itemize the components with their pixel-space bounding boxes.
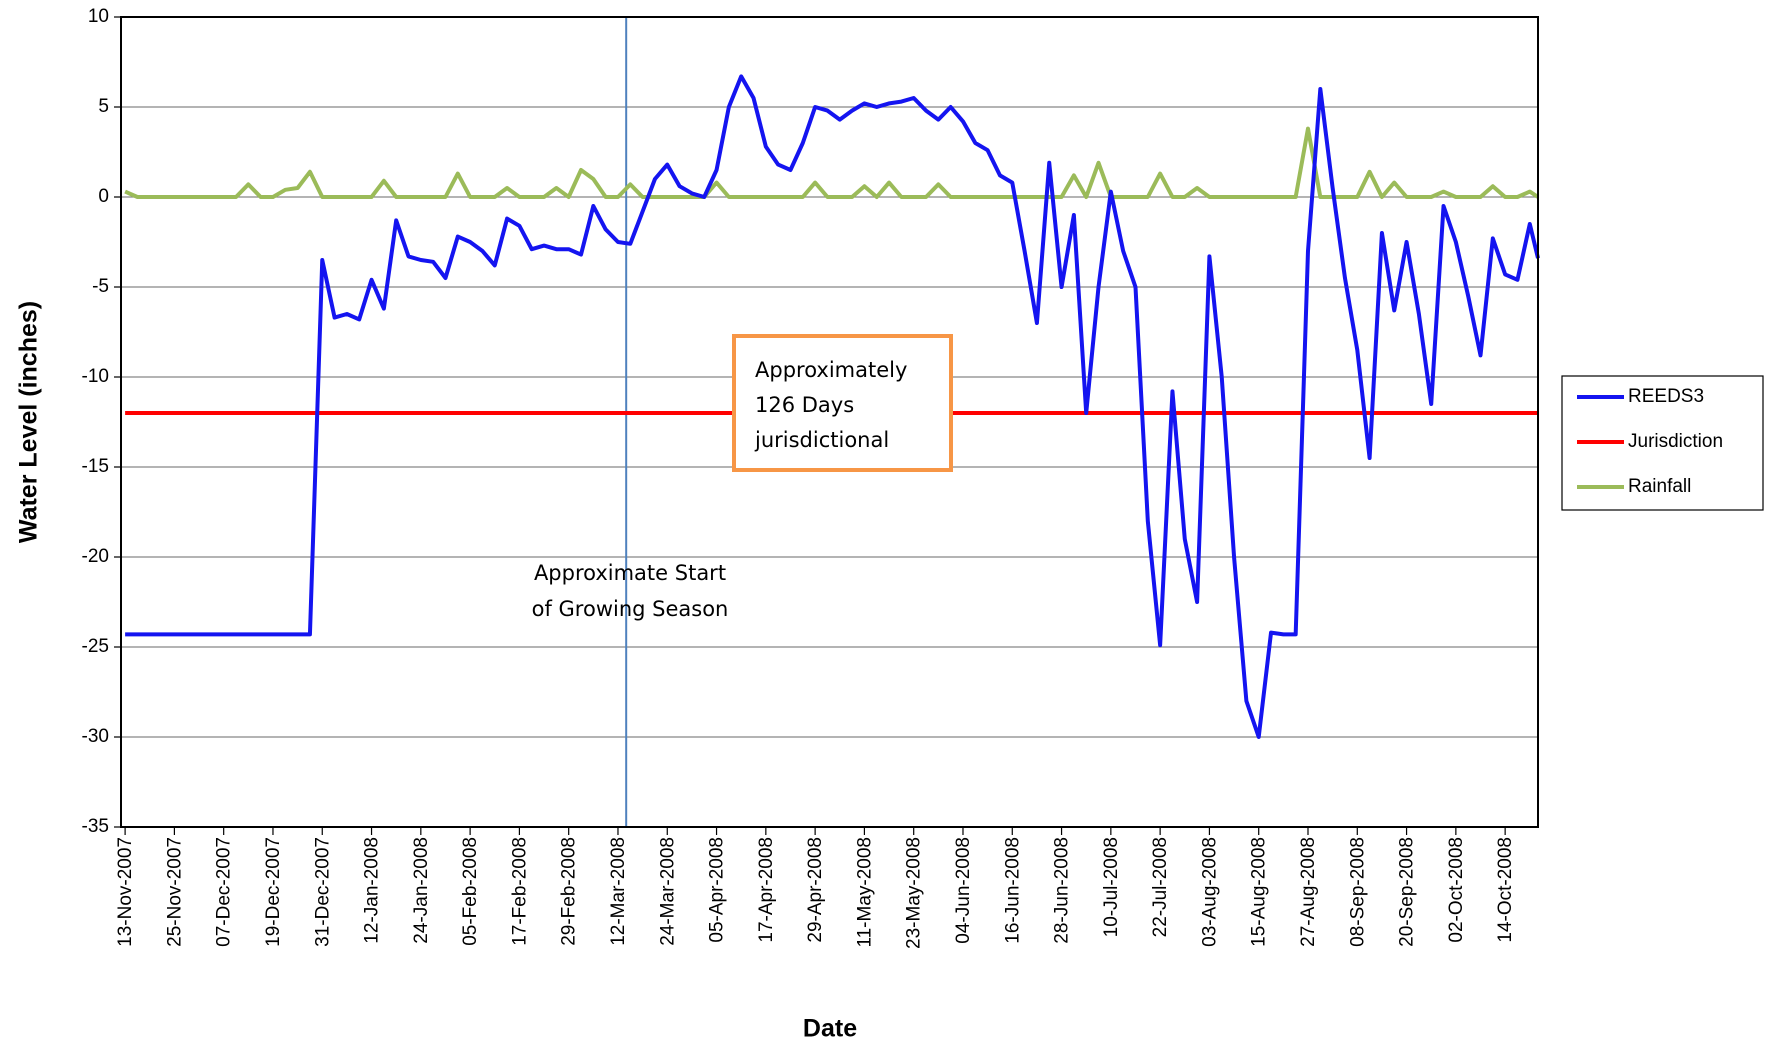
x-tick-label: 17-Apr-2008 bbox=[756, 837, 777, 943]
plot-border bbox=[120, 16, 1539, 828]
y-tick-label: -15 bbox=[82, 456, 109, 477]
x-tick-label: 13-Nov-2007 bbox=[115, 837, 136, 947]
x-tick-label: 24-Jan-2008 bbox=[411, 837, 432, 944]
x-tick-label: 05-Apr-2008 bbox=[707, 837, 728, 943]
annotation-text: 126 Days bbox=[755, 393, 854, 417]
legend-label: Jurisdiction bbox=[1628, 431, 1723, 452]
series-line bbox=[125, 74, 1540, 739]
x-tick-label: 24-Mar-2008 bbox=[657, 837, 678, 946]
annotation-text: of Growing Season bbox=[532, 597, 729, 621]
annotation-text: Approximately bbox=[755, 358, 907, 382]
x-tick-label: 08-Sep-2008 bbox=[1347, 837, 1368, 947]
y-tick-label: -20 bbox=[82, 546, 109, 567]
legend-label: Rainfall bbox=[1628, 476, 1691, 497]
x-tick-label: 12-Jan-2008 bbox=[362, 837, 383, 944]
x-tick-label: 19-Dec-2007 bbox=[263, 837, 284, 947]
annotation-text: jurisdictional bbox=[754, 428, 889, 452]
x-tick-label: 15-Aug-2008 bbox=[1249, 837, 1270, 947]
annotation-box bbox=[732, 334, 953, 472]
x-tick-label: 20-Sep-2008 bbox=[1397, 837, 1418, 947]
y-tick-label: -35 bbox=[82, 816, 109, 837]
x-tick-label: 10-Jul-2008 bbox=[1101, 837, 1122, 937]
x-tick-label: 14-Oct-2008 bbox=[1495, 837, 1516, 943]
legend-label: REEDS3 bbox=[1628, 386, 1704, 407]
x-tick-label: 07-Dec-2007 bbox=[214, 837, 235, 947]
x-tick-label: 17-Feb-2008 bbox=[509, 837, 530, 946]
y-tick-label: -10 bbox=[82, 366, 109, 387]
annotation-text: Approximate Start bbox=[534, 561, 726, 585]
y-tick-label: -5 bbox=[92, 276, 109, 297]
x-tick-label: 22-Jul-2008 bbox=[1150, 837, 1171, 937]
x-axis-title: Date bbox=[803, 1015, 857, 1043]
y-tick-label: 5 bbox=[98, 96, 109, 117]
x-tick-label: 25-Nov-2007 bbox=[164, 837, 185, 947]
y-tick-label: -30 bbox=[82, 726, 109, 747]
y-tick-label: 0 bbox=[98, 186, 109, 207]
x-tick-label: 23-May-2008 bbox=[904, 837, 925, 949]
x-tick-label: 16-Jun-2008 bbox=[1002, 837, 1023, 944]
y-tick-label: 10 bbox=[88, 6, 109, 27]
y-tick-label: -25 bbox=[82, 636, 109, 657]
x-tick-label: 29-Feb-2008 bbox=[559, 837, 580, 946]
y-axis-title: Water Level (inches) bbox=[15, 301, 43, 543]
x-tick-label: 12-Mar-2008 bbox=[608, 837, 629, 946]
x-tick-label: 31-Dec-2007 bbox=[312, 837, 333, 947]
x-tick-label: 11-May-2008 bbox=[854, 837, 875, 948]
x-tick-label: 04-Jun-2008 bbox=[953, 837, 974, 944]
x-tick-label: 05-Feb-2008 bbox=[460, 837, 481, 946]
x-tick-label: 29-Apr-2008 bbox=[805, 837, 826, 943]
x-tick-label: 27-Aug-2008 bbox=[1298, 837, 1319, 947]
x-tick-label: 03-Aug-2008 bbox=[1199, 837, 1220, 947]
x-tick-label: 02-Oct-2008 bbox=[1446, 837, 1467, 943]
x-tick-label: 28-Jun-2008 bbox=[1052, 837, 1073, 944]
series-line bbox=[124, 126, 1540, 199]
